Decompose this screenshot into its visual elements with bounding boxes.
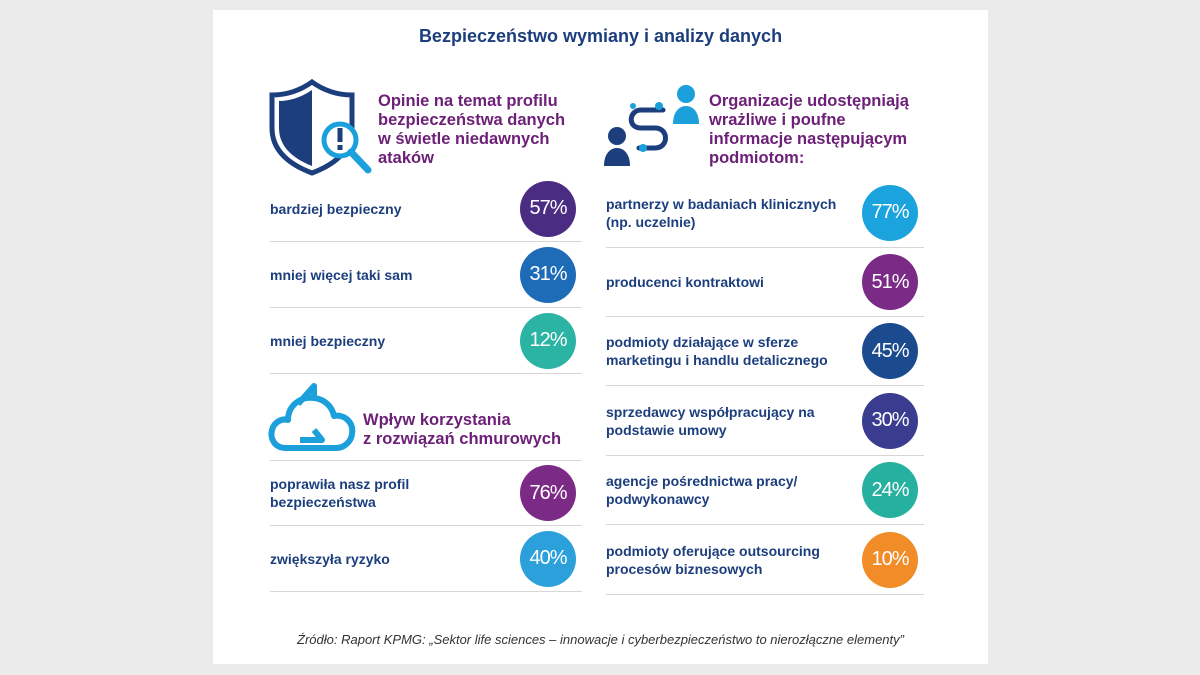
percent-badge: 45% [862, 323, 918, 379]
row-label: sprzedawcy współpracujący na podstawie u… [606, 403, 815, 438]
percent-badge: 10% [862, 531, 918, 588]
row-label: producenci kontraktowi [606, 274, 764, 290]
percent-badge: 24% [862, 462, 918, 518]
people-exchange-icon [604, 85, 699, 166]
cloud-sync-icon [268, 383, 356, 451]
list-item: sprzedawcy współpracujący na podstawie u… [606, 386, 924, 456]
shield-search-icon [269, 78, 372, 176]
row-label: podmioty działające w sferze marketingu … [606, 334, 828, 368]
percent-badge: 77% [862, 184, 918, 241]
row-label: mniej więcej taki sam [270, 266, 413, 283]
list-item: podmioty oferujące outsourcing procesów … [606, 525, 924, 595]
page-title: Bezpieczeństwo wymiany i analizy danych [418, 26, 783, 46]
list-item: podmioty działające w sferze marketingu … [606, 317, 924, 386]
row-label: partnerzy w badaniach klinicznych (np. u… [606, 195, 837, 230]
list-item: zwiększyła ryzyko 40% [270, 526, 582, 592]
source-footnote: Źródło: Raport KPMG: „Sektor life scienc… [297, 632, 904, 647]
list-item: bardziej bezpieczny 57% [270, 176, 582, 242]
list-item: poprawiła nasz profil bezpieczeństwa 76% [270, 460, 582, 526]
percent-badge: 31% [520, 246, 576, 303]
percent-badge: 40% [520, 530, 576, 587]
list-item: mniej więcej taki sam 31% [270, 242, 582, 308]
row-label: bardziej bezpieczny [270, 200, 402, 217]
percent-badge: 51% [862, 254, 918, 310]
section-heading-cloud-impact: Wpływ korzystania z rozwiązań chmurowych [363, 411, 562, 448]
row-label: podmioty oferujące outsourcing procesów … [606, 542, 820, 577]
percent-badge: 30% [862, 392, 918, 449]
list-item: producenci kontraktowi 51% [606, 248, 924, 317]
percent-badge: 76% [520, 465, 576, 521]
section-heading-data-sharing: Organizacje udostępniają wrażliwe i pouf… [709, 92, 909, 167]
percent-badge: 12% [520, 312, 576, 369]
row-label: mniej bezpieczny [270, 332, 386, 349]
row-label: zwiększyła ryzyko [270, 550, 390, 567]
list-item: agencje pośrednictwa pracy/ podwykonawcy… [606, 456, 924, 525]
section-heading-security-profile: Opinie na temat profilu bezpieczeństwa d… [378, 92, 566, 167]
row-label: poprawiła nasz profil bezpieczeństwa [270, 476, 410, 510]
row-label: agencje pośrednictwa pracy/ podwykonawcy [606, 473, 798, 507]
list-item: mniej bezpieczny 12% [270, 308, 582, 374]
percent-badge: 57% [520, 180, 576, 237]
infographic-card: Bezpieczeństwo wymiany i analizy danych … [213, 10, 988, 664]
list-item: partnerzy w badaniach klinicznych (np. u… [606, 178, 924, 248]
